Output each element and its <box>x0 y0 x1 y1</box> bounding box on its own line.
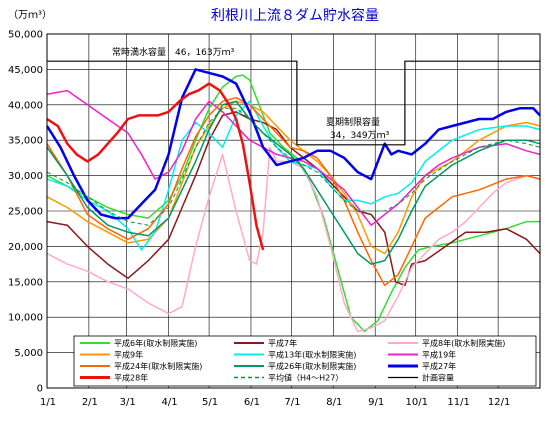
capacity-polyline <box>47 60 540 146</box>
y-tick-label: 0 <box>37 384 43 395</box>
series-lines <box>45 68 541 333</box>
legend-label: 平均値（H4～H27） <box>268 373 343 383</box>
series-line <box>46 146 541 333</box>
series-line <box>46 107 541 226</box>
legend-label: 平成7年 <box>268 338 297 348</box>
legend-label: 平成24年(取水制限実施) <box>114 361 202 371</box>
legend-label: 平成19年 <box>422 350 456 360</box>
y-tick-label: 20,000 <box>8 242 43 253</box>
x-tick-label: 2/1 <box>82 397 98 408</box>
series-line <box>46 111 541 287</box>
chart-title: 利根川上流８ダム貯水容量 <box>211 7 379 24</box>
x-tick-label: 11/1 <box>447 397 469 408</box>
x-tick-label: 10/1 <box>406 397 428 408</box>
x-tick-label: 5/1 <box>202 397 218 408</box>
y-tick-label: 50,000 <box>8 30 43 41</box>
y-tick-label: 5,000 <box>14 348 43 359</box>
y-tick-label: 45,000 <box>8 65 43 76</box>
series-line <box>46 74 540 333</box>
y-tick-labels: 0 5,000 10,000 15,000 20,000 25,000 30,000 35,0… <box>8 30 43 395</box>
x-tick-label: 4/1 <box>162 397 178 408</box>
legend-label: 平成26年(取水制限実施) <box>268 361 356 371</box>
capacity-line <box>47 60 540 146</box>
legend-label: 平成6年(取水制限実施) <box>114 338 197 348</box>
series-line <box>46 100 541 255</box>
series-line <box>46 82 265 251</box>
legend-label: 平成8年(取水制限実施) <box>422 338 505 348</box>
y-tick-label: 35,000 <box>8 136 43 147</box>
x-tick-label: 6/1 <box>244 397 260 408</box>
series-line <box>46 96 541 287</box>
x-tick-label: 1/1 <box>40 397 56 408</box>
plot-frame <box>46 33 541 389</box>
legend-box <box>73 335 537 387</box>
series-line <box>45 68 541 220</box>
y-axis-unit-label: （万ｍ³） <box>8 9 52 21</box>
series-line <box>46 100 541 251</box>
series-line <box>46 100 541 265</box>
legend: 平成6年(取水制限実施) 平成7年 平成8年(取水制限実施) 平成9年 平成13年(取水… <box>73 335 537 387</box>
x-tick-label: 9/1 <box>368 397 384 408</box>
x-tick-label: 8/1 <box>326 397 342 408</box>
legend-label: 平成28年 <box>114 373 148 383</box>
y-tick-label: 30,000 <box>8 171 43 182</box>
legend-label: 平成13年(取水制限実施) <box>268 350 356 360</box>
annotation-summer-limit-value: 34，349万ｍ³ <box>330 131 390 141</box>
x-tick-label: 7/1 <box>284 397 300 408</box>
x-tick-labels: 1/1 2/1 3/1 4/1 5/1 6/1 7/1 8/1 9/1 10/1 11/1 12/1 <box>40 397 510 408</box>
x-tick-label: 3/1 <box>120 397 136 408</box>
grid-lines <box>47 34 540 388</box>
annotation-full-capacity: 常時満水容量 46，163万ｍ³ <box>112 46 235 58</box>
legend-label: 平成27年 <box>422 361 456 371</box>
y-tick-label: 25,000 <box>8 207 43 218</box>
x-tick-label: 12/1 <box>488 397 510 408</box>
y-tick-label: 40,000 <box>8 100 43 111</box>
annotation-summer-limit: 夏期制限容量 <box>326 116 380 128</box>
legend-label: 平成9年 <box>114 350 143 360</box>
y-tick-label: 10,000 <box>8 313 43 324</box>
y-tick-label: 15,000 <box>8 277 43 288</box>
legend-label: 計画容量 <box>422 373 454 383</box>
